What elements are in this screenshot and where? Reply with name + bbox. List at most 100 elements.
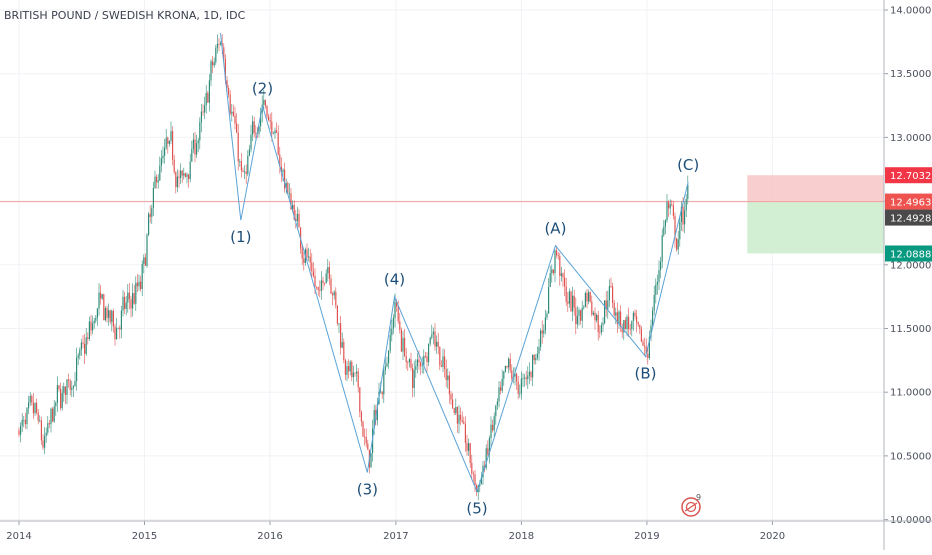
candle-body	[570, 291, 572, 312]
elliott-wave-lines[interactable]	[220, 32, 689, 494]
candle-body	[39, 420, 41, 422]
x-tick-label: 2020	[760, 531, 785, 542]
candle-body	[424, 356, 426, 357]
candle-body	[240, 161, 242, 171]
candle-body	[557, 255, 559, 257]
candle-body	[36, 402, 38, 413]
candle-body	[552, 269, 554, 274]
y-tick-label: 11.5000	[890, 324, 931, 335]
y-tick-label: 10.5000	[890, 451, 931, 462]
candle-body	[239, 161, 241, 163]
candle-body	[682, 207, 684, 225]
candle-body	[159, 165, 161, 181]
candle-body	[308, 256, 310, 258]
stop-loss-zone	[747, 175, 884, 202]
candle-body	[229, 94, 231, 114]
candle-body	[269, 120, 271, 122]
candle-body	[188, 174, 190, 180]
candle-body	[247, 155, 249, 174]
candle-body	[351, 361, 353, 378]
candle-body	[90, 321, 92, 331]
candle-body	[556, 250, 558, 256]
candle-body	[364, 436, 366, 438]
candle-body	[492, 424, 494, 431]
x-tick-label: 2014	[6, 531, 31, 542]
candle-body	[461, 420, 463, 422]
candle-body	[397, 306, 399, 322]
candle-body	[520, 378, 522, 394]
price-tag-label: 12.4928	[890, 214, 931, 225]
candle-body	[317, 287, 319, 291]
candle-body	[575, 307, 577, 325]
candle-body	[184, 173, 186, 177]
candle-body	[407, 362, 409, 363]
candle-body	[578, 310, 580, 316]
candle-body	[176, 176, 178, 188]
candle-body	[439, 346, 441, 366]
position-box[interactable]	[747, 175, 884, 254]
candle-body	[663, 226, 665, 236]
candle-body	[423, 356, 425, 366]
candle-body	[621, 326, 623, 333]
candle-body	[615, 312, 617, 316]
candle-body	[106, 308, 108, 318]
candle-body	[476, 484, 478, 493]
candle-body	[287, 183, 289, 194]
candle-body	[445, 369, 447, 380]
candle-body	[71, 387, 73, 390]
candle-body	[538, 347, 540, 354]
candle-body	[664, 220, 666, 227]
candle-body	[290, 193, 292, 210]
candle-body	[68, 379, 70, 381]
candle-body	[104, 308, 106, 321]
candle-body	[495, 405, 497, 417]
candle-body	[376, 404, 378, 421]
candle-body	[490, 424, 492, 439]
candle-body	[639, 324, 641, 329]
y-tick-label: 14.0000	[890, 6, 931, 17]
candle-body	[583, 306, 585, 308]
candle-body	[64, 386, 66, 395]
candle-body	[216, 43, 218, 48]
candle-body	[245, 171, 247, 174]
candle-body	[519, 393, 521, 395]
candle-body	[168, 141, 170, 144]
wave-label: (3)	[357, 480, 378, 498]
candle-body	[199, 122, 201, 141]
candle-body	[282, 169, 284, 173]
y-tick-label: 11.0000	[890, 388, 931, 399]
candle-body	[101, 294, 103, 299]
candle-body	[103, 294, 105, 321]
candle-body	[343, 342, 345, 361]
candle-body	[508, 358, 510, 368]
candle-body	[208, 80, 210, 103]
elliott-wave-labels: (1) (2) (3) (4) (5) (A) (B) (C)	[230, 80, 699, 518]
candle-body	[333, 291, 335, 296]
candle-body	[143, 257, 145, 264]
candle-body	[599, 332, 601, 334]
candle-body	[487, 448, 489, 455]
candle-body	[330, 278, 332, 294]
candle-body	[660, 261, 662, 270]
candle-body	[205, 93, 207, 106]
candle-body	[687, 184, 689, 199]
candle-body	[276, 130, 278, 133]
candle-body	[356, 371, 358, 374]
candle-body	[303, 258, 305, 263]
candle-body	[560, 273, 562, 276]
candle-body	[181, 170, 183, 176]
candle-body	[234, 115, 236, 124]
candle-body	[128, 292, 130, 300]
candle-body	[218, 43, 220, 45]
candle-body	[348, 366, 350, 372]
candle-body	[130, 299, 132, 309]
candle-body	[151, 207, 153, 217]
candle-body	[196, 143, 198, 155]
price-tags: 12.7032 12.4963 12.4928 12.0888	[885, 167, 932, 262]
candle-body	[623, 320, 625, 333]
ideas-badge[interactable]: 9	[681, 493, 701, 517]
candle-body	[602, 323, 604, 326]
candle-body	[250, 134, 252, 150]
candle-body	[61, 392, 63, 409]
